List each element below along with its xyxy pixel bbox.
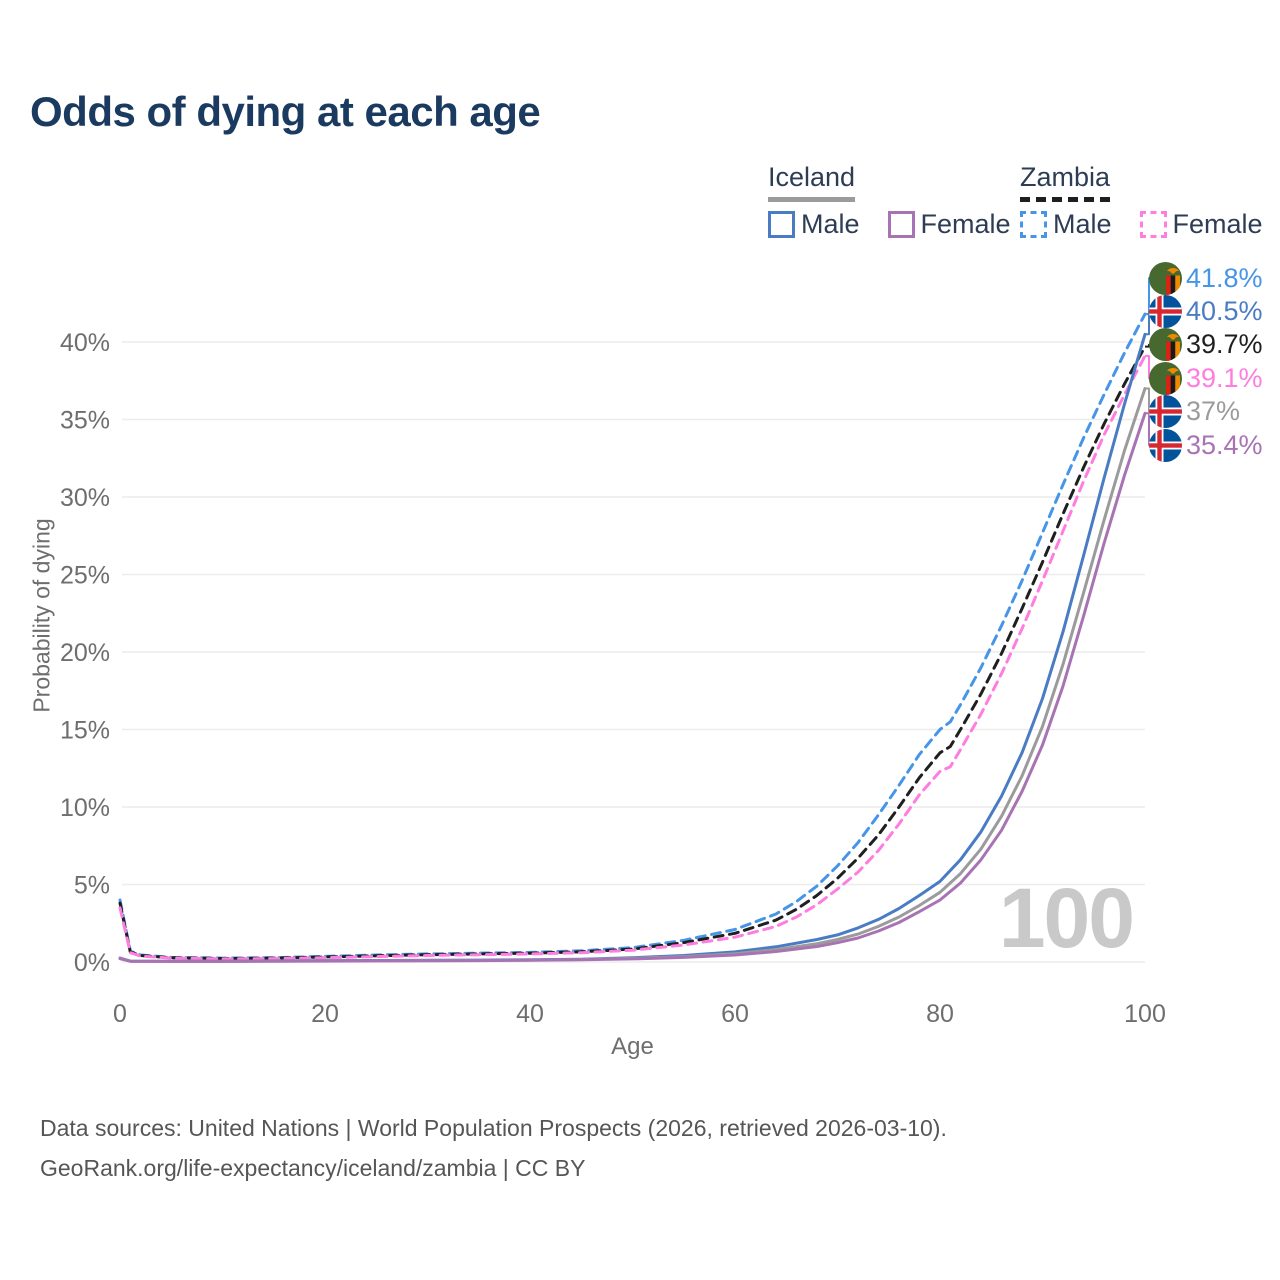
legend-item-label: Female (920, 208, 1011, 239)
zambia-female-swatch-icon (1139, 210, 1167, 238)
series-iceland-male (118, 332, 1147, 963)
x-tick-label: 0 (113, 1000, 127, 1028)
end-label-value: 39.1% (1186, 362, 1263, 393)
series-iceland-female (118, 411, 1147, 963)
end-label-value: 40.5% (1186, 295, 1263, 326)
series-zambia-female (118, 354, 1147, 961)
end-label-iceland-male: 40.5% (1149, 294, 1263, 328)
zambia-flag-icon (1149, 261, 1182, 295)
legend-items-iceland: Male Female (768, 209, 1039, 240)
legend-group-zambia: Zambia Male Female (1020, 162, 1280, 240)
legend: Iceland Male Female Zambia Male (0, 162, 1280, 243)
legend-item-iceland-male[interactable]: Male (768, 209, 860, 240)
x-tick-label: 80 (926, 1000, 954, 1028)
iceland-flag-icon (1149, 294, 1182, 328)
legend-item-zambia-female[interactable]: Female (1139, 208, 1263, 240)
iceland-female-swatch-icon (887, 210, 915, 238)
end-label-value: 41.8% (1186, 262, 1263, 293)
x-tick-label: 60 (721, 1000, 749, 1028)
end-label-iceland-total: 37% (1149, 395, 1240, 429)
legend-items-zambia: Male Female (1020, 209, 1280, 240)
footer-data-sources: Data sources: United Nations | World Pop… (40, 1115, 947, 1141)
x-tick-label: 40 (516, 1000, 544, 1028)
iceland-flag-icon (1149, 395, 1182, 429)
end-label-value: 35.4% (1186, 429, 1263, 460)
x-axis-title: Age (611, 1033, 654, 1060)
end-label-zambia-total: 39.7% (1149, 328, 1263, 362)
legend-country-zambia[interactable]: Zambia (1020, 162, 1111, 202)
y-tick-label: 0% (74, 949, 110, 977)
y-axis-title: Probability of dying (28, 518, 55, 713)
y-tick-label: 10% (60, 794, 110, 822)
iceland-male-swatch-icon (768, 210, 795, 238)
series-zambia-male (118, 312, 1147, 960)
y-tick-label: 20% (60, 639, 110, 667)
legend-item-label: Male (801, 208, 860, 239)
legend-item-label: Female (1172, 208, 1263, 239)
iceland-flag-icon (1149, 428, 1182, 462)
zambia-male-swatch-icon (1020, 210, 1047, 238)
y-tick-label: 5% (74, 872, 110, 900)
legend-item-label: Male (1053, 208, 1112, 239)
footer: Data sources: United Nations | World Pop… (40, 1108, 947, 1188)
end-label-value: 37% (1186, 396, 1241, 427)
hover-age-watermark: 100 (998, 871, 1135, 965)
y-tick-label: 15% (60, 717, 110, 745)
legend-group-iceland: Iceland Male Female (768, 162, 1039, 240)
legend-country-iceland[interactable]: Iceland (768, 162, 856, 202)
end-label-zambia-male: 41.8% (1149, 261, 1263, 295)
y-tick-label: 40% (60, 329, 110, 357)
zambia-flag-icon (1149, 361, 1182, 395)
y-tick-label: 30% (60, 484, 110, 512)
x-tick-label: 100 (1124, 1000, 1166, 1028)
footer-attribution: GeoRank.org/life-expectancy/iceland/zamb… (40, 1155, 586, 1181)
x-tick-label: 20 (311, 1000, 339, 1028)
legend-item-iceland-female[interactable]: Female (887, 208, 1011, 240)
end-label-zambia-female: 39.1% (1149, 361, 1263, 395)
legend-item-zambia-male[interactable]: Male (1020, 209, 1112, 240)
page-title: Odds of dying at each age (30, 88, 541, 135)
zambia-flag-icon (1149, 328, 1182, 362)
end-label-iceland-female: 35.4% (1149, 428, 1263, 462)
y-tick-label: 35% (60, 407, 110, 435)
end-label-value: 39.7% (1186, 329, 1263, 360)
y-tick-label: 25% (60, 562, 110, 590)
series-zambia-total (118, 345, 1147, 961)
